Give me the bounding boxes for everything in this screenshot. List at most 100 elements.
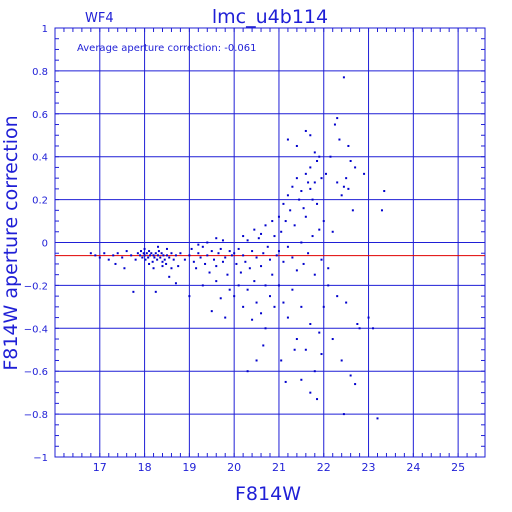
data-point <box>304 129 307 132</box>
data-point <box>230 254 233 257</box>
data-point <box>354 166 357 169</box>
data-point <box>219 247 222 250</box>
data-point <box>372 327 375 330</box>
data-point <box>242 254 245 257</box>
data-point <box>208 271 211 274</box>
x-tick-label: 17 <box>93 461 107 474</box>
data-point <box>132 290 135 293</box>
data-point <box>282 301 285 304</box>
data-point <box>302 207 305 210</box>
data-point <box>295 177 298 180</box>
data-point <box>331 230 334 233</box>
data-point <box>309 166 312 169</box>
data-point <box>347 187 350 190</box>
data-point <box>264 284 267 287</box>
grid-lines <box>54 27 486 458</box>
data-point <box>342 413 345 416</box>
data-point <box>142 252 145 255</box>
data-point <box>291 288 294 291</box>
data-point <box>286 194 289 197</box>
data-point <box>188 295 191 298</box>
data-point <box>304 172 307 175</box>
data-point <box>246 288 249 291</box>
data-point <box>342 76 345 79</box>
y-tick-label: 0.6 <box>32 110 48 121</box>
data-point <box>255 359 258 362</box>
data-point <box>295 269 298 272</box>
data-point <box>215 265 218 268</box>
data-point <box>170 252 173 255</box>
data-point <box>123 267 126 270</box>
data-point <box>114 262 117 265</box>
data-point <box>242 235 245 238</box>
data-point <box>351 209 354 212</box>
data-point <box>284 380 287 383</box>
data-point <box>307 252 310 255</box>
data-point <box>336 181 339 184</box>
data-point <box>262 252 265 255</box>
data-point <box>125 250 128 253</box>
data-point <box>295 338 298 341</box>
data-point <box>251 318 254 321</box>
data-point <box>277 284 280 287</box>
data-point <box>253 280 256 283</box>
data-point <box>233 295 236 298</box>
data-point <box>239 271 242 274</box>
data-point <box>275 254 278 257</box>
x-tick-label: 22 <box>317 461 331 474</box>
data-point <box>210 250 213 253</box>
data-point <box>103 252 106 255</box>
data-point <box>322 305 325 308</box>
data-point <box>277 215 280 218</box>
data-point <box>165 254 168 257</box>
data-point <box>201 245 204 248</box>
data-point <box>144 258 147 261</box>
data-point <box>300 241 303 244</box>
data-point <box>233 252 236 255</box>
data-point <box>134 258 137 261</box>
data-point <box>327 267 330 270</box>
data-point <box>284 220 287 223</box>
data-point <box>157 254 160 257</box>
data-point <box>152 254 155 257</box>
data-point <box>342 185 345 188</box>
data-point <box>192 260 195 263</box>
data-point <box>165 247 168 250</box>
data-point <box>318 228 321 231</box>
data-point <box>271 220 274 223</box>
x-axis-label: F814W <box>235 483 301 505</box>
data-point <box>363 172 366 175</box>
data-point <box>246 239 249 242</box>
y-tick-label: 0 <box>42 239 48 250</box>
data-point <box>260 265 263 268</box>
data-point <box>199 256 202 259</box>
data-point <box>177 265 180 268</box>
data-point <box>94 254 97 257</box>
y-tick-label: −0.6 <box>24 367 48 378</box>
data-point <box>316 202 319 205</box>
data-point <box>116 252 119 255</box>
data-point <box>286 245 289 248</box>
data-point <box>349 159 352 162</box>
data-point <box>358 327 361 330</box>
x-tick-label: 23 <box>362 461 376 474</box>
data-point <box>154 290 157 293</box>
data-point <box>195 267 198 270</box>
data-point <box>136 252 139 255</box>
data-point <box>367 316 370 319</box>
data-point <box>206 254 209 257</box>
data-point <box>300 190 303 193</box>
data-point <box>201 284 204 287</box>
data-point <box>320 353 323 356</box>
data-point <box>311 235 314 238</box>
x-tick-label: 24 <box>406 461 420 474</box>
data-point <box>148 250 151 253</box>
data-point <box>107 258 110 261</box>
data-point <box>354 383 357 386</box>
data-point <box>273 305 276 308</box>
data-point <box>293 348 296 351</box>
data-point <box>143 247 146 250</box>
data-point <box>345 301 348 304</box>
data-point <box>286 316 289 319</box>
data-point <box>282 202 285 205</box>
